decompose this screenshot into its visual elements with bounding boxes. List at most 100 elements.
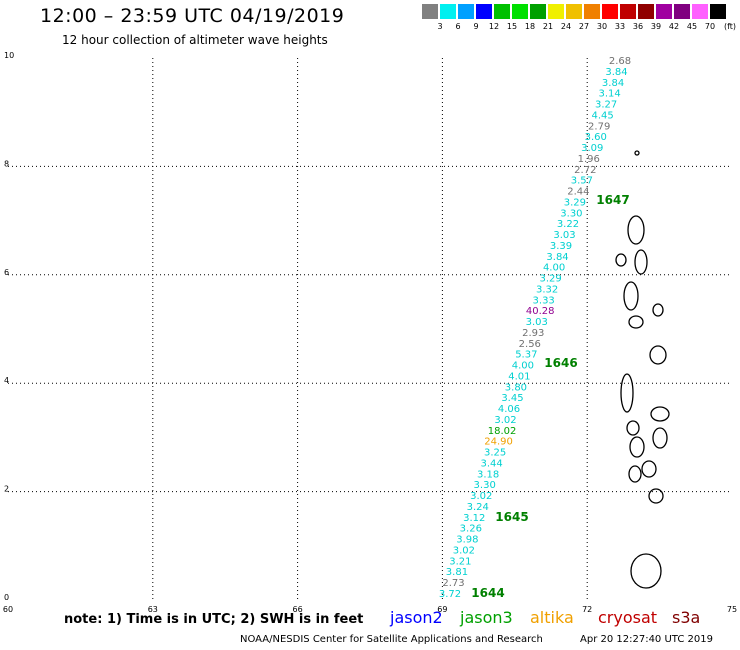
legend-swatch: [548, 4, 564, 19]
wave-height-label: 2.72: [574, 165, 596, 176]
island-outline: [627, 215, 645, 245]
satellite-altika: altika: [530, 608, 574, 627]
legend-label: 24: [560, 22, 572, 31]
legend-swatch: [674, 4, 690, 19]
legend-swatch: [620, 4, 636, 19]
orbit-number-label: 1645: [495, 510, 528, 524]
wave-height-label: 3.39: [550, 241, 572, 252]
legend-label: 9: [473, 22, 479, 31]
map-subtitle: 12 hour collection of altimeter wave hei…: [62, 33, 328, 47]
wave-height-label: 3.30: [560, 208, 582, 219]
island-outline: [649, 345, 667, 365]
wave-height-label: 3.29: [539, 274, 561, 285]
legend-label: 15: [506, 22, 518, 31]
island-outline: [626, 420, 640, 436]
island-outline: [620, 373, 634, 413]
latitude-tick-label: 4: [4, 376, 9, 385]
legend-label: 3: [437, 22, 443, 31]
island-outline: [648, 488, 664, 504]
legend-label: 30: [596, 22, 608, 31]
wave-height-label: 40.28: [526, 306, 555, 317]
wave-height-label: 3.09: [581, 143, 603, 154]
wave-height-label: 3.32: [536, 284, 558, 295]
orbit-number-label: 1647: [596, 193, 629, 207]
longitude-tick-label: 60: [3, 605, 13, 614]
wave-height-label: 3.44: [480, 458, 502, 469]
legend-label: 70: [704, 22, 716, 31]
legend-label: 42: [668, 22, 680, 31]
longitude-tick-label: 63: [148, 605, 158, 614]
wave-height-label: 3.72: [439, 589, 461, 600]
wave-height-label: 2.44: [567, 187, 589, 198]
wave-height-label: 3.18: [477, 469, 499, 480]
wave-height-label: 4.01: [508, 371, 530, 382]
wave-height-label: 3.21: [449, 556, 471, 567]
legend-swatch: [530, 4, 546, 19]
island-outline: [641, 460, 657, 478]
wave-height-label: 3.60: [585, 132, 607, 143]
wave-height-label: 3.45: [501, 393, 523, 404]
wave-height-label: 1.96: [578, 154, 600, 165]
longitude-tick-label: 72: [582, 605, 592, 614]
wave-height-label: 3.02: [470, 491, 492, 502]
legend-swatch: [656, 4, 672, 19]
island-outline: [623, 281, 639, 311]
island-outline: [629, 436, 645, 458]
island-outline: [630, 553, 662, 589]
legend-label: 6: [455, 22, 461, 31]
footer-note: note: 1) Time is in UTC; 2) SWH is in fe…: [64, 612, 364, 627]
wave-height-label: 3.22: [557, 219, 579, 230]
wave-height-label: 3.84: [602, 78, 624, 89]
credit-text: NOAA/NESDIS Center for Satellite Applica…: [240, 634, 543, 645]
island-outline: [650, 406, 670, 422]
satellite-s3a: s3a: [672, 608, 701, 627]
wave-height-label: 3.12: [463, 513, 485, 524]
wave-height-label: 3.14: [598, 89, 620, 100]
wave-height-label: 3.57: [571, 176, 593, 187]
longitude-tick-label: 75: [727, 605, 737, 614]
wave-height-label: 4.00: [543, 263, 565, 274]
legend-swatch: [602, 4, 618, 19]
legend-label: 27: [578, 22, 590, 31]
satellite-jason2: jason2: [390, 608, 443, 627]
wave-height-label: 24.90: [484, 437, 513, 448]
longitude-tick-label: 66: [293, 605, 303, 614]
wave-height-label: 2.79: [588, 121, 610, 132]
legend-swatch: [584, 4, 600, 19]
wave-height-label: 3.02: [494, 415, 516, 426]
satellite-jason3: jason3: [460, 608, 513, 627]
latitude-tick-label: 8: [4, 159, 9, 168]
wave-height-label: 3.98: [456, 535, 478, 546]
legend-swatch: [512, 4, 528, 19]
wave-height-label: 4.45: [592, 110, 614, 121]
latitude-tick-label: 2: [4, 485, 9, 494]
legend-swatch: [440, 4, 456, 19]
island-outline: [634, 150, 640, 156]
orbit-number-label: 1644: [471, 586, 504, 600]
latitude-tick-label: 0: [4, 593, 9, 602]
wave-height-label: 5.37: [515, 350, 537, 361]
island-outline: [652, 427, 668, 449]
wave-height-label: 3.25: [484, 448, 506, 459]
legend-label: 21: [542, 22, 554, 31]
wave-height-label: 3.03: [553, 230, 575, 241]
wave-height-label: 2.93: [522, 328, 544, 339]
island-outline: [634, 249, 648, 275]
wave-height-label: 18.02: [488, 426, 517, 437]
legend-swatch: [494, 4, 510, 19]
wave-height-label: 2.68: [609, 56, 631, 67]
legend-swatch: [638, 4, 654, 19]
wave-height-label: 3.27: [595, 100, 617, 111]
wave-height-label: 4.06: [498, 404, 520, 415]
map-title: 12:00 – 23:59 UTC 04/19/2019: [40, 5, 345, 27]
legend-label: 12: [488, 22, 500, 31]
orbit-number-label: 1646: [544, 356, 577, 370]
island-outline: [652, 303, 664, 317]
satellite-cryosat: cryosat: [598, 608, 658, 627]
latitude-tick-label: 6: [4, 268, 9, 277]
legend-swatch: [422, 4, 438, 19]
island-outline: [615, 253, 627, 267]
wave-height-label: 3.33: [533, 295, 555, 306]
